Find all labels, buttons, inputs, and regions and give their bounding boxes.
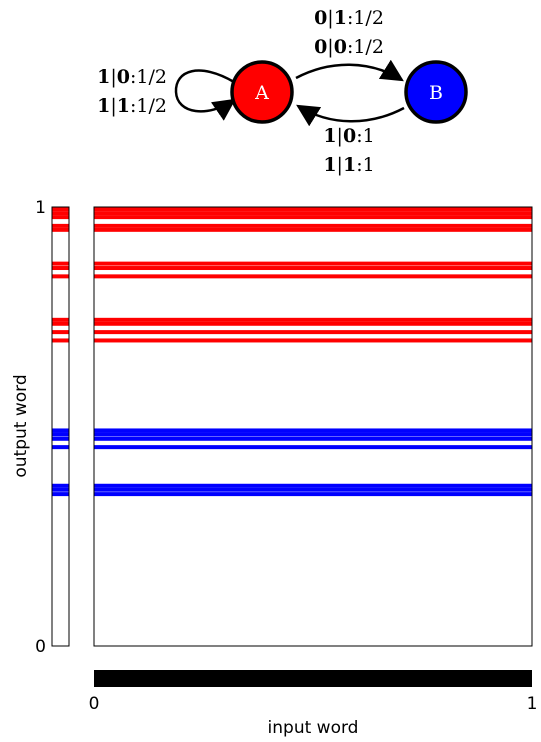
plot-band: [94, 261, 532, 266]
output-axis-band: [52, 321, 69, 326]
y-tick-max: 1: [35, 198, 46, 218]
state-b-node: [404, 60, 468, 124]
output-axis-band: [52, 266, 69, 271]
output-bands: [52, 207, 532, 497]
transition-label: 1|0:1: [323, 125, 374, 147]
plot-band: [94, 321, 532, 326]
transition-label: 1|0:1/2: [97, 66, 167, 88]
a-to-b-labels: 0|1:1/2 0|0:1/2: [314, 7, 384, 58]
plot-band: [94, 492, 532, 497]
plot-band: [94, 338, 532, 343]
output-axis-band: [52, 483, 69, 488]
self-loop-edge-a: [174, 69, 236, 121]
y-tick-min: 0: [35, 637, 46, 657]
state-b-label: B: [429, 82, 443, 104]
output-axis-band: [52, 492, 69, 497]
b-to-a-labels: 1|0:1 1|1:1: [323, 125, 374, 176]
output-axis-band: [52, 487, 69, 492]
plot-band: [94, 266, 532, 271]
plot-band: [94, 211, 532, 216]
plot-band: [94, 223, 532, 228]
output-axis-band: [52, 428, 69, 433]
plot-band: [94, 432, 532, 437]
state-a-label: A: [254, 82, 269, 104]
x-tick-min: 0: [89, 694, 100, 714]
plot-band: [94, 215, 532, 220]
output-axis-band: [52, 330, 69, 335]
plot-band: [94, 487, 532, 492]
output-axis-band: [52, 317, 69, 322]
plot-band: [94, 445, 532, 450]
output-axis-band: [52, 432, 69, 437]
plot-band: [94, 483, 532, 488]
interval-plot: 1 0 0 1 input word output word: [11, 198, 537, 738]
output-axis-band: [52, 338, 69, 343]
transition-label: 0|0:1/2: [314, 36, 384, 58]
plot-band: [94, 274, 532, 279]
plot-band: [94, 436, 532, 441]
y-axis-label: output word: [11, 374, 31, 477]
plot-band: [94, 317, 532, 322]
input-word-bar: [94, 670, 532, 687]
output-axis-band: [52, 445, 69, 450]
output-axis-band: [52, 227, 69, 232]
transition-label: 1|1:1: [323, 154, 374, 176]
plot-band: [94, 227, 532, 232]
transition-label: 1|1:1/2: [97, 95, 167, 117]
transition-label: 0|1:1/2: [314, 7, 384, 29]
output-axis-band: [52, 274, 69, 279]
self-loop-labels: 1|0:1/2 1|1:1/2: [97, 66, 167, 117]
output-axis-band: [52, 436, 69, 441]
main-plot-frame: [93, 206, 533, 647]
x-tick-max: 1: [527, 694, 538, 714]
state-diagram: A B 1|0:1/21|1:1/2 0|1:1/20|0:1/2 1|0:11…: [97, 7, 468, 176]
output-axis-band: [52, 223, 69, 228]
x-axis-label: input word: [268, 718, 359, 738]
output-axis-band: [52, 215, 69, 220]
output-axis-band: [52, 207, 69, 212]
output-axis-band: [52, 211, 69, 216]
output-axis-frame: [51, 206, 70, 647]
plot-band: [94, 207, 532, 212]
output-axis-band: [52, 261, 69, 266]
plot-band: [94, 330, 532, 335]
edge-b-to-a: [296, 104, 405, 127]
edge-a-to-b: [295, 59, 404, 82]
state-a-node: [230, 60, 294, 124]
plot-band: [94, 428, 532, 433]
